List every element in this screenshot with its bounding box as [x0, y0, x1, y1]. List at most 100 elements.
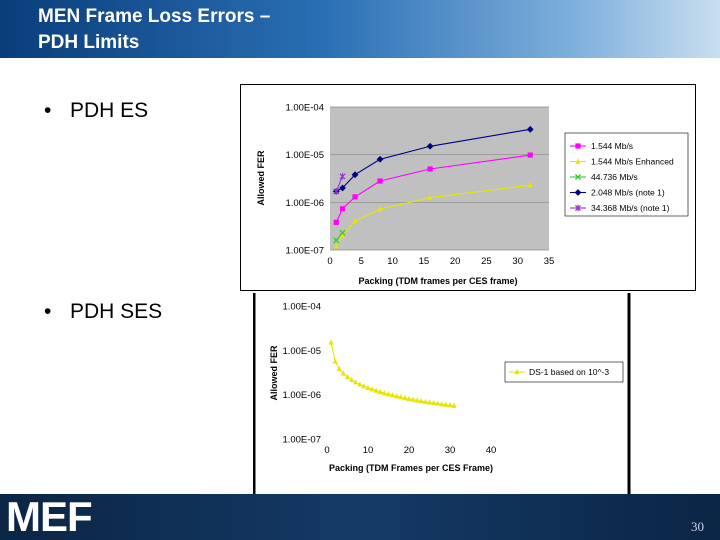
data-point [439, 401, 445, 407]
slide-title-line1: MEN Frame Loss Errors – [38, 6, 271, 27]
data-point [333, 188, 340, 195]
data-point [365, 384, 371, 391]
series-group [332, 125, 534, 249]
data-point [376, 155, 384, 163]
data-point [339, 206, 346, 212]
bullet-pdh-ses: • PDH SES [44, 300, 162, 324]
legend: DS-1 based on 10^-3 [504, 361, 624, 383]
x-tick-label: 0 [324, 445, 329, 456]
page-number: 30 [691, 519, 704, 534]
bullet-text: PDH SES [70, 300, 163, 323]
y-ticks: 1.00E-04 1.00E-05 1.00E-06 1.00E-07 [282, 302, 321, 446]
data-point [339, 229, 346, 236]
y-tick-label: 1.00E-06 [282, 390, 321, 401]
bullet-glyph: • [44, 99, 52, 122]
chart-es-panel: 1.00E-04 1.00E-05 1.00E-06 1.00E-07 0 5 10 15 2… [239, 83, 697, 292]
data-point [426, 399, 433, 405]
x-axis-label: Packing (TDM frames per CES frame) [358, 276, 517, 286]
data-point [357, 381, 363, 387]
y-tick-label: 1.00E-04 [285, 103, 324, 114]
y-tick-label: 1.00E-04 [282, 302, 321, 313]
y-axis-label: Allowed FER [256, 150, 266, 206]
data-point [377, 388, 383, 395]
series-line [335, 176, 344, 192]
data-point [447, 402, 453, 408]
y-axis-label: Allowed FER [269, 345, 279, 401]
footer-bar: MEF 30 [0, 494, 720, 540]
y-tick-label: 1.00E-05 [282, 346, 321, 357]
bullet-text: PDH ES [70, 99, 149, 122]
data-point [377, 206, 383, 212]
data-point [398, 394, 404, 400]
series [333, 173, 346, 195]
legend-swatch-marker [514, 368, 520, 375]
data-point [394, 393, 400, 399]
legend-label: 44.736 Mb/s [591, 172, 638, 182]
legend-swatch-marker [575, 143, 581, 149]
x-tick-label: 30 [512, 256, 523, 267]
data-point [332, 358, 338, 364]
data-point [422, 398, 428, 404]
legend-label: 2.048 Mb/s (note 1) [591, 188, 665, 198]
data-point [435, 400, 441, 406]
data-point [369, 386, 375, 392]
x-tick-label: 10 [387, 256, 398, 267]
data-point [390, 392, 396, 398]
y-tick-label: 1.00E-07 [285, 246, 324, 257]
data-point [410, 396, 416, 402]
plot-area [327, 306, 491, 439]
x-tick-label: 20 [404, 445, 415, 456]
data-point [339, 232, 346, 238]
data-point [431, 399, 437, 406]
legend-label: 1.544 Mb/s Enhanced [591, 157, 674, 167]
chart-ses: 1.00E-04 1.00E-05 1.00E-06 1.00E-07 0 10 20 30… [252, 293, 631, 494]
x-tick-label: 15 [419, 256, 430, 267]
x-tick-label: 5 [359, 256, 364, 267]
title-bar: MEN Frame Loss Errors – PDH Limits [0, 0, 720, 58]
y-tick-label: 1.00E-06 [285, 198, 324, 209]
legend-box [504, 361, 624, 383]
legend-label: DS-1 based on 10^-3 [529, 367, 609, 377]
data-point [418, 398, 424, 404]
data-point [361, 383, 367, 389]
series [333, 152, 533, 225]
data-point [427, 166, 433, 172]
bullet-glyph: • [44, 300, 52, 323]
data-point [426, 142, 434, 150]
x-tick-label: 0 [327, 256, 332, 267]
data-point [352, 218, 358, 224]
x-tick-label: 40 [486, 445, 497, 456]
x-tick-label: 35 [544, 256, 555, 267]
y-ticks: 1.00E-04 1.00E-05 1.00E-06 1.00E-07 [285, 103, 324, 257]
data-point [353, 379, 359, 385]
bullet-pdh-es: • PDH ES [44, 99, 148, 123]
series [333, 181, 533, 249]
legend-label: 1.544 Mb/s [591, 141, 633, 151]
legend-swatch-marker [574, 189, 582, 196]
x-axis-label: Packing (TDM Frames per CES Frame) [329, 463, 493, 473]
data-point [414, 397, 420, 403]
data-point [385, 391, 392, 397]
data-point [349, 376, 355, 383]
data-point [352, 194, 358, 200]
data-point [406, 395, 412, 402]
data-point [402, 394, 408, 401]
y-tick-label: 1.00E-05 [285, 150, 324, 161]
plot-area [330, 107, 549, 250]
legend-swatch-marker [574, 173, 582, 181]
data-point [344, 373, 351, 380]
legend: 1.544 Mb/s 1.544 Mb/s Enhanced 44.736 Mb/s… [564, 132, 689, 217]
x-tick-label: 10 [363, 445, 374, 456]
data-point [336, 365, 342, 372]
data-point [377, 178, 383, 184]
chart-ses-panel: 1.00E-04 1.00E-05 1.00E-06 1.00E-07 0 10 20 30… [252, 293, 631, 494]
slide-title: MEN Frame Loss Errors – PDH Limits [38, 4, 270, 56]
data-point [333, 237, 340, 244]
x-tick-label: 20 [450, 256, 461, 267]
legend-swatch-marker [574, 204, 582, 212]
data-point [333, 243, 339, 249]
grid [330, 106, 549, 251]
legend-swatch-marker [575, 158, 581, 164]
series-group [328, 339, 457, 408]
chart-es: 1.00E-04 1.00E-05 1.00E-06 1.00E-07 0 5 10 15 2… [239, 83, 697, 292]
